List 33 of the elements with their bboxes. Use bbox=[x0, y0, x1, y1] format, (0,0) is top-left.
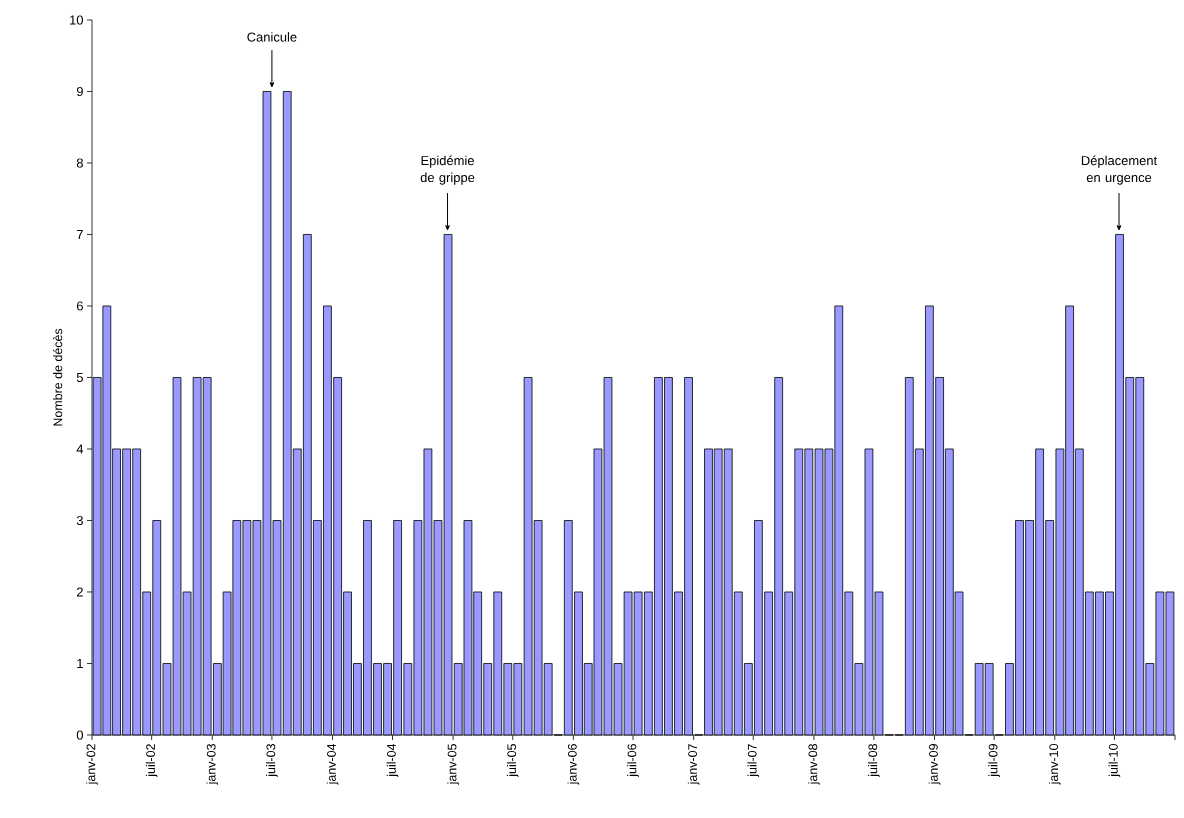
y-tick-label: 1 bbox=[77, 659, 83, 668]
x-tick-label: janv-10 bbox=[1048, 744, 1061, 785]
y-tick-label: 0 bbox=[76, 730, 83, 740]
x-tick-label: janv-07 bbox=[687, 744, 700, 785]
annotation: Déplacement en urgence bbox=[1081, 155, 1158, 185]
y-axis-title: Nombre de décès bbox=[52, 328, 63, 426]
y-tick-label: 10 bbox=[70, 15, 83, 25]
annotation: Canicule bbox=[247, 32, 297, 42]
y-tick-label: 2 bbox=[76, 587, 83, 597]
y-tick-label: 5 bbox=[76, 372, 83, 382]
x-tick-label: janv-05 bbox=[447, 744, 459, 785]
x-tick-label: juil-10 bbox=[1108, 744, 1121, 778]
y-tick-label: 6 bbox=[76, 301, 83, 311]
x-tick-label: juil-03 bbox=[266, 744, 278, 778]
x-tick-label: juil-02 bbox=[145, 744, 158, 778]
x-tick-label: janv-03 bbox=[206, 744, 219, 785]
x-tick-label: janv-09 bbox=[928, 744, 941, 785]
x-tick-label: juil-07 bbox=[747, 744, 760, 778]
x-tick-label: juil-05 bbox=[506, 744, 519, 778]
x-tick-label: janv-04 bbox=[326, 743, 339, 785]
x-tick-label: juil-09 bbox=[988, 744, 1000, 778]
x-tick-label: janv-06 bbox=[567, 744, 580, 785]
x-tick-label: janv-08 bbox=[808, 744, 820, 785]
y-tick-label: 7 bbox=[76, 230, 83, 239]
annotation: Epidémie de grippe bbox=[420, 155, 475, 185]
x-tick-label: juil-04 bbox=[386, 743, 399, 778]
x-tick-label: juil-06 bbox=[627, 744, 639, 778]
y-tick-label: 9 bbox=[76, 86, 83, 97]
y-tick-label: 8 bbox=[76, 158, 83, 168]
x-tick-label: juil-08 bbox=[868, 744, 880, 778]
x-tick-label: janv-02 bbox=[86, 744, 98, 785]
y-tick-label: 4 bbox=[76, 444, 84, 454]
y-tick-label: 3 bbox=[76, 515, 83, 526]
